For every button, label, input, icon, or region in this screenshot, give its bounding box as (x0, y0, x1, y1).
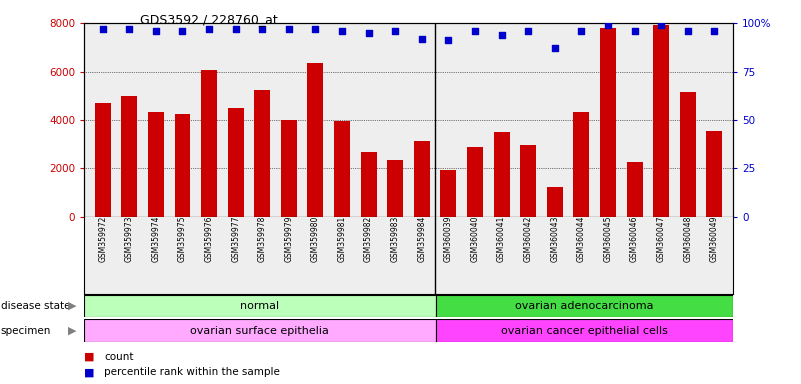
Bar (148, 111, 164, 217)
Point (123, 26, 135, 32)
Bar (387, 160, 403, 217)
Point (575, 28, 588, 34)
Point (309, 26, 322, 32)
Text: specimen: specimen (1, 326, 51, 336)
Bar (334, 121, 350, 217)
Bar (84, 319, 436, 342)
Point (176, 28, 189, 34)
Bar (706, 131, 723, 217)
Bar (467, 147, 483, 217)
Point (150, 28, 163, 34)
Bar (84, 295, 436, 317)
Text: GDS3592 / 228760_at: GDS3592 / 228760_at (140, 13, 278, 26)
Bar (360, 152, 376, 217)
Bar (626, 162, 642, 217)
Point (708, 28, 721, 34)
Point (96, 26, 109, 32)
Point (682, 28, 694, 34)
Point (654, 22, 667, 28)
Bar (441, 170, 457, 217)
Point (442, 37, 455, 43)
Bar (436, 319, 733, 342)
Point (283, 26, 296, 32)
Point (256, 26, 268, 32)
Text: count: count (104, 352, 134, 362)
Point (336, 28, 348, 34)
Point (229, 26, 242, 32)
Point (549, 45, 562, 51)
Bar (254, 90, 270, 217)
Bar (493, 132, 509, 217)
Bar (680, 92, 696, 217)
Text: ▶: ▶ (68, 326, 77, 336)
Bar (436, 295, 733, 317)
Bar (227, 108, 244, 217)
Text: ovarian surface epithelia: ovarian surface epithelia (191, 326, 329, 336)
Bar (175, 114, 191, 217)
Point (495, 31, 508, 38)
Bar (414, 141, 430, 217)
Point (362, 30, 375, 36)
Bar (95, 103, 111, 217)
Point (628, 28, 641, 34)
Bar (653, 25, 669, 217)
Point (388, 28, 401, 34)
Text: normal: normal (240, 301, 280, 311)
Point (203, 26, 215, 32)
Bar (600, 28, 616, 217)
Text: ■: ■ (84, 367, 95, 377)
Text: ovarian cancer epithelial cells: ovarian cancer epithelial cells (501, 326, 668, 336)
Text: ovarian adenocarcinoma: ovarian adenocarcinoma (515, 301, 654, 311)
Bar (547, 187, 563, 217)
Text: ■: ■ (84, 352, 95, 362)
Text: disease state: disease state (1, 301, 70, 311)
Text: ▶: ▶ (68, 301, 77, 311)
Bar (574, 111, 590, 217)
Point (521, 28, 534, 34)
Point (469, 28, 481, 34)
Bar (308, 63, 324, 217)
Bar (201, 70, 217, 217)
Point (602, 22, 614, 28)
Bar (520, 146, 536, 217)
Bar (281, 120, 297, 217)
Point (416, 35, 429, 41)
Bar (121, 96, 137, 217)
Text: percentile rank within the sample: percentile rank within the sample (104, 367, 280, 377)
